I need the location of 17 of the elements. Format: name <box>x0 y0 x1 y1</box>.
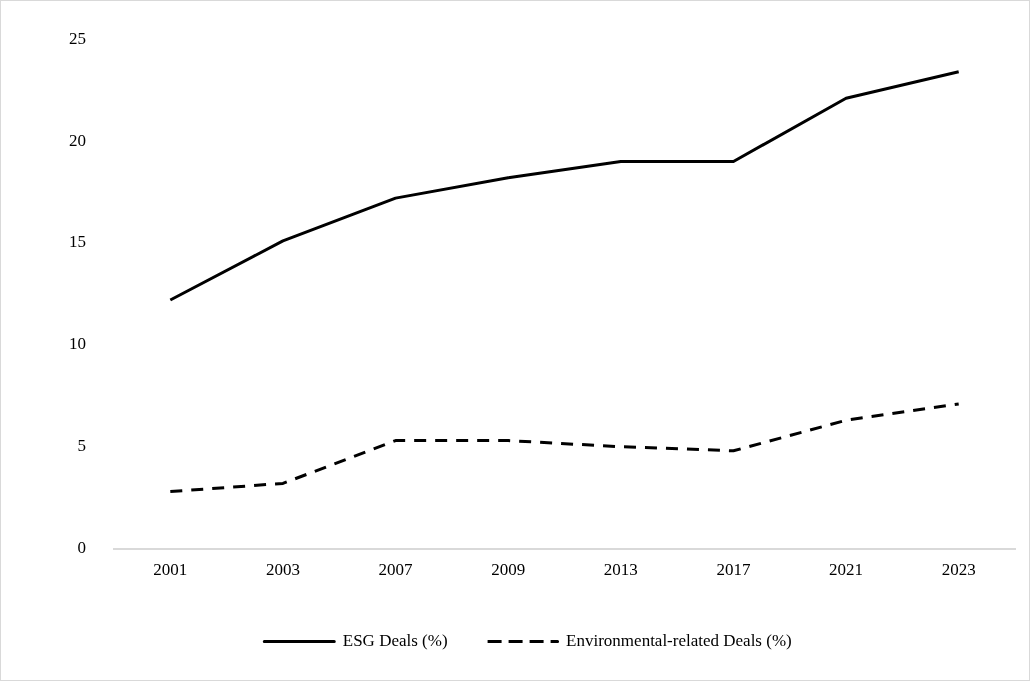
x-tick-label: 2021 <box>829 560 864 580</box>
x-tick-label: 2023 <box>941 560 976 580</box>
y-tick-label: 25 <box>69 28 86 48</box>
legend-label: ESG Deals (%) <box>342 630 448 650</box>
legend-label: Environmental-related Deals (%) <box>566 630 792 650</box>
x-tick-label: 2017 <box>716 560 751 580</box>
y-tick-label: 10 <box>69 334 86 354</box>
y-tick-label: 20 <box>69 130 86 150</box>
line-series <box>168 402 961 494</box>
y-tick-label: 15 <box>69 232 86 252</box>
x-tick-label: 2001 <box>153 560 188 580</box>
y-tick-label: 0 <box>77 538 86 558</box>
x-tick-label: 2007 <box>378 560 414 580</box>
y-tick-label: 5 <box>77 436 86 456</box>
x-tick-label: 2003 <box>265 560 300 580</box>
x-tick-label: 2013 <box>603 560 638 580</box>
x-tick-label: 2009 <box>491 560 526 580</box>
